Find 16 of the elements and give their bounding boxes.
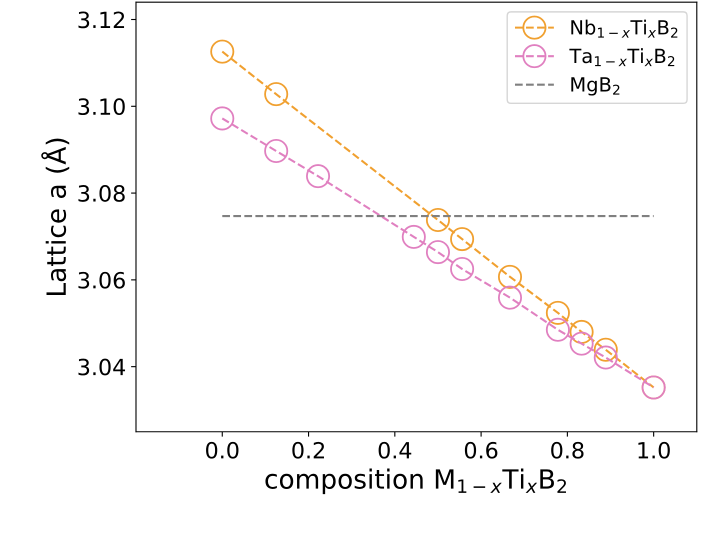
x-tick-label: 0.0	[206, 442, 238, 459]
x-tick-label: 0.8	[551, 442, 584, 459]
y-tick-label: 3.04	[78, 358, 126, 376]
x-tick-label: 0.6	[464, 442, 498, 459]
x-axis-title: composition M$_{1−x}$Ti$_{x}$B$_{2}$	[265, 468, 566, 494]
legend-label: Nb$_{1−x}$Ti$_{x}$B$_{2}$	[571, 20, 678, 38]
y-tick-label: 3.08	[78, 185, 125, 202]
x-tick-label: 1.0	[638, 442, 670, 459]
legend-label: MgB$_{2}$	[571, 77, 620, 96]
y-tick-label: 3.10	[78, 98, 125, 116]
legend-label: Ta$_{1−x}$Ti$_{x}$B$_{2}$	[569, 48, 674, 66]
y-tick-label: 3.06	[78, 272, 125, 289]
x-tick-label: 0.2	[292, 442, 324, 459]
x-tick-label: 0.4	[378, 442, 412, 459]
y-axis-title: Lattice a (Å)	[41, 138, 70, 295]
y-tick-label: 3.12	[78, 11, 124, 28]
